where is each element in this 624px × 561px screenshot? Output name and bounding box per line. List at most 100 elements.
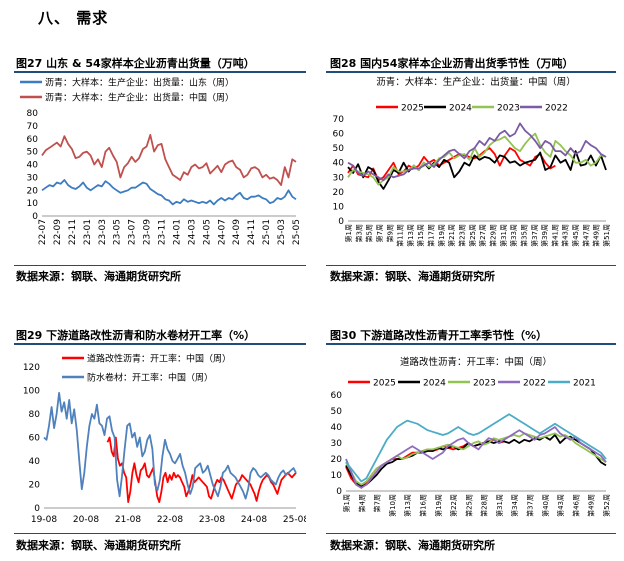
fig28-x-tick-label: 第29周 <box>488 224 497 247</box>
fig29-legend-label: 道路改性沥青：开工率：中国（周） <box>87 353 231 365</box>
fig30-x-tick-label: 第19周 <box>434 494 443 517</box>
fig29-y-tick-label: 80 <box>29 410 41 420</box>
fig27-legend-label: 沥青：大样本：生产企业：出货量：山东（周） <box>45 77 234 89</box>
fig29-legend-label: 防水卷材：开工率：中国（周） <box>87 372 213 384</box>
fig29-x-tick-label: 20-08 <box>73 515 99 525</box>
fig27-title: 图27 山东 & 54家样本企业沥青出货量（万吨） <box>16 57 255 70</box>
fig30-subtitle: 道路改性沥青：开工率：中国（周） <box>400 356 552 368</box>
fig28-y-tick-label: 50 <box>333 144 345 154</box>
fig28-title: 图28 国内54家样本企业沥青出货季节性（万吨） <box>330 57 574 70</box>
fig29-x-tick-label: 19-08 <box>31 515 57 525</box>
fig27-y-tick-label: 10 <box>27 199 39 209</box>
fig29-x-tick-label: 21-08 <box>115 515 141 525</box>
fig28-y-tick-label: 60 <box>333 130 345 140</box>
fig28-x-tick-label: 第51周 <box>602 224 611 247</box>
fig28-x-tick-label: 第21周 <box>447 224 456 247</box>
fig28-series-line <box>347 147 556 182</box>
fig27-x-tick-label: 23-03 <box>98 219 108 245</box>
fig27-x-tick-label: 23-05 <box>113 219 123 245</box>
fig28-x-tick-label: 第7周 <box>375 224 384 242</box>
fig28-legend-label: 2024 <box>449 104 472 114</box>
fig28-x-tick-label: 第23周 <box>458 224 467 247</box>
fig27-legend-label: 沥青：大样本：生产企业：出货量：中国（周） <box>45 92 234 104</box>
fig29-x-tick-label: 23-08 <box>199 515 225 525</box>
fig28-x-tick-label: 第49周 <box>592 224 601 247</box>
fig27-rule <box>14 71 306 73</box>
fig28-y-tick-label: 0 <box>338 217 344 227</box>
fig29-chart: 0 20 40 60 80 100 120 19-08 20-08 21-08 22-08 23-08… <box>23 353 306 526</box>
fig27-x-tick-label: 23-09 <box>143 219 153 245</box>
section-title: 八、 需求 <box>38 9 109 27</box>
fig30-title: 图30 下游道路改性沥青开工率季节性（%） <box>330 329 548 342</box>
fig27-x-tick-label: 22-07 <box>38 219 48 245</box>
fig30-x-tick-label: 第43周 <box>556 494 565 517</box>
fig30-bottom-rule <box>326 533 616 534</box>
fig30-y-tick-label: 40 <box>331 423 343 433</box>
fig29-series-line <box>43 392 297 500</box>
fig28-legend-label: 2025 <box>401 104 424 114</box>
fig28-legend-label: 2023 <box>497 104 520 114</box>
fig28-series-line <box>347 132 607 186</box>
fig28-y-tick-label: 40 <box>333 159 345 169</box>
fig28-x-tick-label: 第3周 <box>354 224 363 242</box>
fig30-x-tick-label: 第46周 <box>571 494 580 517</box>
fig30-x-tick-label: 第7周 <box>373 494 382 512</box>
fig30-x-tick-label: 第1周 <box>342 494 351 512</box>
fig30-y-tick-label: 60 <box>331 391 343 401</box>
fig27-y-tick-label: 70 <box>27 122 39 132</box>
fig28-y-tick-label: 10 <box>333 202 345 212</box>
fig30-x-tick-label: 第31周 <box>495 494 504 517</box>
fig30-rule <box>326 343 616 345</box>
fig30-x-tick-label: 第34周 <box>510 494 519 517</box>
fig28-rule <box>326 71 616 73</box>
fig28-x-tick-label: 第1周 <box>344 224 353 242</box>
fig28-x-tick-label: 第13周 <box>406 224 415 247</box>
fig30-x-tick-label: 第25周 <box>464 494 473 517</box>
fig28-x-tick-label: 第5周 <box>365 224 374 242</box>
fig30-x-tick-label: 第49周 <box>587 494 596 517</box>
fig30-x-tick-label: 第52周 <box>602 494 611 517</box>
fig27-x-tick-label: 23-01 <box>83 219 93 245</box>
fig27-x-tick-label: 25-01 <box>262 219 272 245</box>
fig27-chart: 0 10 20 30 40 50 60 70 80 22-07 22-09 22-11 23-01 23-… <box>20 77 302 245</box>
fig28-x-tick-label: 第35周 <box>519 224 528 247</box>
fig28-x-tick-label: 第47周 <box>581 224 590 247</box>
fig28-series-line <box>347 150 607 190</box>
fig27-y-tick-label: 30 <box>27 173 39 183</box>
fig28-x-tick-label: 第43周 <box>561 224 570 247</box>
fig30-series-line <box>345 413 607 483</box>
fig30-series-line <box>345 434 607 488</box>
fig29-y-tick-label: 40 <box>29 457 41 467</box>
fig30-y-tick-label: 0 <box>336 487 342 497</box>
fig30-x-tick-label: 第22周 <box>449 494 458 517</box>
fig29-title: 图29 下游道路改性沥青和防水卷材开工率（%） <box>16 329 256 342</box>
fig28-x-tick-label: 第17周 <box>427 224 436 247</box>
fig28-x-tick-label: 第9周 <box>385 224 394 242</box>
fig27-y-tick-label: 40 <box>27 161 39 171</box>
fig27-y-tick-label: 60 <box>27 135 39 145</box>
fig30-legend-label: 2021 <box>573 379 596 389</box>
fig28-x-tick-label: 第33周 <box>509 224 518 247</box>
fig30-x-tick-label: 第4周 <box>357 494 366 512</box>
fig27-x-tick-label: 23-11 <box>158 219 168 245</box>
fig30-x-tick-label: 第28周 <box>480 494 489 517</box>
fig27-y-tick-label: 50 <box>27 148 39 158</box>
fig30-series-line <box>345 432 607 486</box>
fig28-y-tick-label: 30 <box>333 173 345 183</box>
fig28-x-tick-label: 第39周 <box>540 224 549 247</box>
fig30-x-tick-label: 第40周 <box>541 494 550 517</box>
fig27-x-tick-label: 25-03 <box>277 219 287 245</box>
fig27-series-line <box>41 134 297 186</box>
fig27-x-tick-label: 24-03 <box>187 219 197 245</box>
fig29-y-tick-label: 20 <box>29 481 41 491</box>
fig28-x-tick-label: 第45周 <box>571 224 580 247</box>
fig30-y-tick-label: 10 <box>331 471 343 481</box>
fig30-x-tick-label: 第10周 <box>388 494 397 517</box>
fig29-rule <box>14 343 306 345</box>
fig29-bottom-rule <box>14 533 306 534</box>
fig30-source: 数据来源：钢联、海通期货研究所 <box>330 539 495 552</box>
fig27-x-tick-label: 24-01 <box>172 219 182 245</box>
fig28-x-tick-label: 第25周 <box>468 224 477 247</box>
fig27-y-tick-label: 80 <box>27 109 39 119</box>
